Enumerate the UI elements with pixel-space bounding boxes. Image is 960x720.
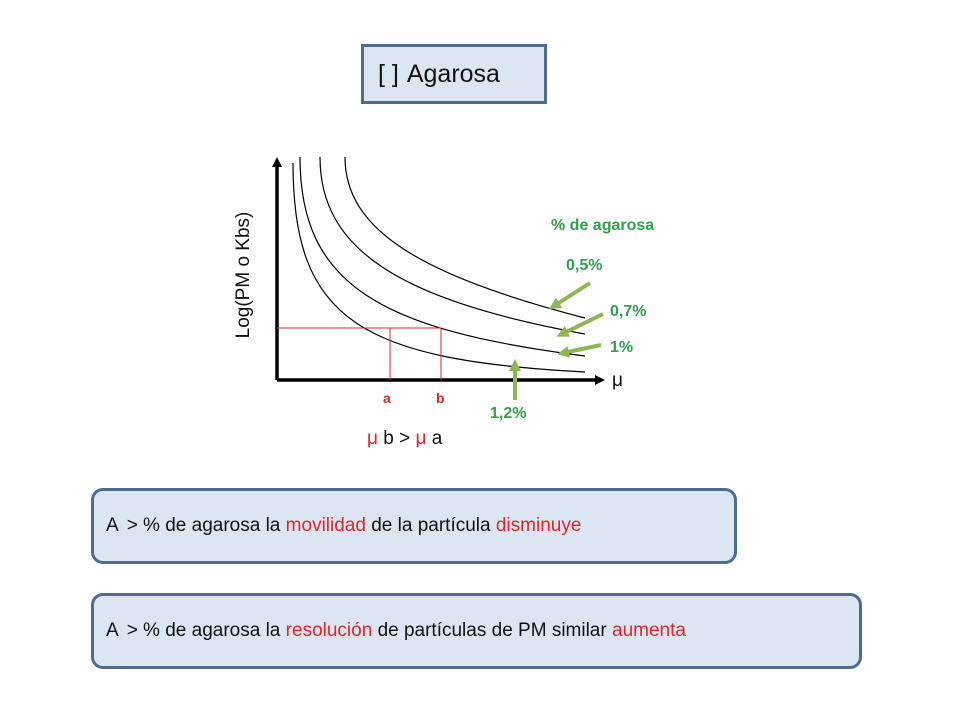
statement-2-highlight1: resolución (285, 620, 373, 641)
arrow-0-7-percent (556, 312, 604, 337)
title-bracket: [ ] (378, 59, 399, 88)
statement-1-highlight2: disminuye (495, 515, 582, 536)
statement-1-prefix: A (106, 515, 119, 536)
statement-1-mid2: de la partícula (371, 515, 491, 536)
curve-1-2-percent (292, 162, 586, 373)
arrow-1-percent (557, 343, 602, 358)
label-0-7-percent: 0,7% (610, 303, 647, 320)
statement-1-mid1: > % de agarosa la (126, 515, 281, 536)
statement-resolution: A > % de agarosa la resolución de partíc… (91, 593, 862, 669)
point-a-label: a (383, 390, 391, 406)
statement-2-highlight2: aumenta (612, 620, 686, 641)
statement-1-highlight1: movilidad (285, 515, 366, 536)
statement-2-mid1: > % de agarosa la (126, 620, 281, 641)
mu-symbol-2: μ (415, 428, 427, 449)
curve-0-7-percent (319, 156, 586, 335)
statement-mobility: A > % de agarosa la movilidad de la part… (91, 488, 737, 564)
label-0-5-percent: 0,5% (566, 257, 603, 274)
statement-2-mid2: de partículas de PM similar (377, 620, 607, 641)
label-1-percent: 1% (610, 339, 634, 356)
curve-0-5-percent (344, 156, 586, 319)
arrow-0-5-percent (548, 281, 592, 310)
relation-a: a (431, 428, 443, 449)
label-1-2-percent: 1,2% (490, 405, 527, 422)
y-axis-label-text: Log(PM o Kbs) (233, 211, 254, 339)
relation-b: b (383, 428, 394, 449)
point-b-label: b (436, 390, 445, 406)
title-box: [ ] Agarosa (361, 44, 547, 104)
curve-1-percent (299, 156, 586, 357)
x-axis-symbol: μ (612, 370, 623, 391)
mobility-relation: μ b > μ a (367, 428, 442, 450)
statement-2-prefix: A (106, 620, 119, 641)
title-text: Agarosa (406, 59, 500, 88)
mu-symbol-1: μ (367, 428, 378, 449)
relation-gt: > (399, 428, 411, 449)
legend-title: % de agarosa (551, 217, 655, 234)
